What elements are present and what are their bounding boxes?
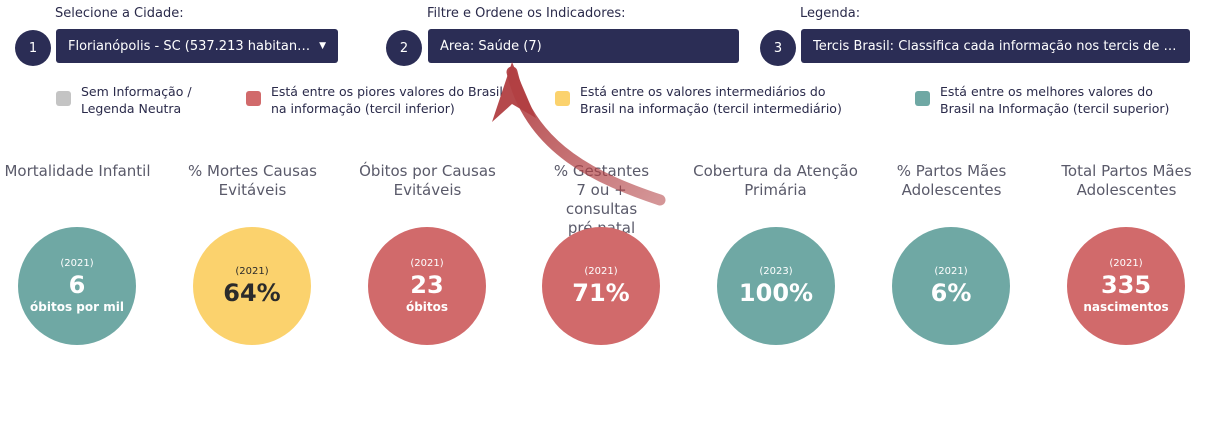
indicator-value: 6% <box>930 278 972 307</box>
indicator-title-mortalidade: Mortalidade Infantil <box>0 162 165 224</box>
legend-item-text: Está entre os melhores valores do Brasil… <box>940 84 1170 116</box>
legend-swatch <box>915 91 930 106</box>
indicator-year: (2021) <box>235 265 269 277</box>
indicator-value: 335 <box>1100 271 1152 299</box>
indicator-title: % Partos Mães Adolescentes <box>896 162 1007 199</box>
legend-swatch <box>246 91 261 106</box>
legend-item-text: Está entre os valores intermediários do … <box>580 84 842 116</box>
legend-label: Legenda: <box>800 6 861 21</box>
indicator-title: % Mortes Causas Evitáveis <box>188 162 317 199</box>
legend-item-intermediate: Está entre os valores intermediários do … <box>555 83 860 117</box>
indicator-value: 71% <box>572 278 630 307</box>
indicator-year: (2021) <box>60 258 94 269</box>
indicator-unit: óbitos <box>405 300 449 314</box>
caret-down-icon: ▼ <box>319 41 326 51</box>
city-select[interactable]: Florianópolis - SC (537.213 habitantes) … <box>56 29 338 63</box>
legend-item-worst: Está entre os piores valores do Brasil n… <box>246 83 506 117</box>
city-label: Selecione a Cidade: <box>55 6 184 21</box>
indicator-value: 64% <box>223 278 281 307</box>
indicator-title: Mortalidade Infantil <box>4 162 151 180</box>
indicator-title-partos-total: Total Partos Mães Adolescentes <box>1039 162 1214 224</box>
indicator-bubble-obitos-evitaveis[interactable]: (2021) 23 óbitos <box>368 227 486 345</box>
indicator-year: (2021) <box>934 265 968 277</box>
indicator-unit: nascimentos <box>1083 300 1169 314</box>
indicator-title-obitos-evitaveis: Óbitos por Causas Evitáveis <box>340 162 515 224</box>
legend-swatch <box>555 91 570 106</box>
step-3-badge: 3 <box>760 30 796 66</box>
indicator-title-partos-perc: % Partos Mães Adolescentes <box>864 162 1039 224</box>
city-select-value: Florianópolis - SC (537.213 habitantes) <box>68 38 315 54</box>
indicators-filter-value: Área: Saúde (7) <box>440 38 542 54</box>
indicator-bubble-partos-perc[interactable]: (2021) 6% <box>892 227 1010 345</box>
legend-select-value: Tercis Brasil: Classifica cada informaçã… <box>813 38 1178 54</box>
indicator-bubble-gestantes[interactable]: (2021) 71% <box>542 227 660 345</box>
indicator-year: (2023) <box>759 265 793 277</box>
legend-item-text: Sem Informação / Legenda Neutra <box>81 84 192 116</box>
indicator-bubble-cobertura[interactable]: (2023) 100% <box>717 227 835 345</box>
indicator-bubble-mortes-evitaveis[interactable]: (2021) 64% <box>193 227 311 345</box>
indicator-title: Cobertura da Atenção Primária <box>693 162 858 199</box>
indicator-value: 100% <box>738 278 814 307</box>
indicator-bubble-partos-total[interactable]: (2021) 335 nascimentos <box>1067 227 1185 345</box>
indicators-label: Filtre e Ordene os Indicadores: <box>427 6 626 21</box>
indicator-title: Total Partos Mães Adolescentes <box>1061 162 1192 199</box>
indicator-bubble-mortalidade[interactable]: (2021) 6 óbitos por mil <box>18 227 136 345</box>
legend-item-best: Está entre os melhores valores do Brasil… <box>915 83 1190 117</box>
indicator-value: 6 <box>68 271 86 299</box>
indicator-title-gestantes: % Gestantes 7 ou + consultas pré natal <box>514 162 689 237</box>
indicators-filter[interactable]: Área: Saúde (7) <box>428 29 739 63</box>
indicator-title: % Gestantes 7 ou + consultas pré natal <box>553 162 650 237</box>
step-2-badge: 2 <box>386 30 422 66</box>
legend-select[interactable]: Tercis Brasil: Classifica cada informaçã… <box>801 29 1190 63</box>
indicator-year: (2021) <box>584 265 618 277</box>
indicator-title-mortes-evitaveis: % Mortes Causas Evitáveis <box>165 162 340 224</box>
legend-swatch <box>56 91 71 106</box>
indicator-title-cobertura: Cobertura da Atenção Primária <box>688 162 863 224</box>
indicator-year: (2021) <box>1109 258 1143 269</box>
indicator-unit: óbitos por mil <box>30 300 124 314</box>
legend-item-text: Está entre os piores valores do Brasil n… <box>271 84 503 116</box>
indicator-year: (2021) <box>410 258 444 269</box>
indicator-title: Óbitos por Causas Evitáveis <box>359 162 496 199</box>
step-1-badge: 1 <box>15 30 51 66</box>
indicator-value: 23 <box>410 271 444 299</box>
legend-item-neutral: Sem Informação / Legenda Neutra <box>56 83 216 117</box>
